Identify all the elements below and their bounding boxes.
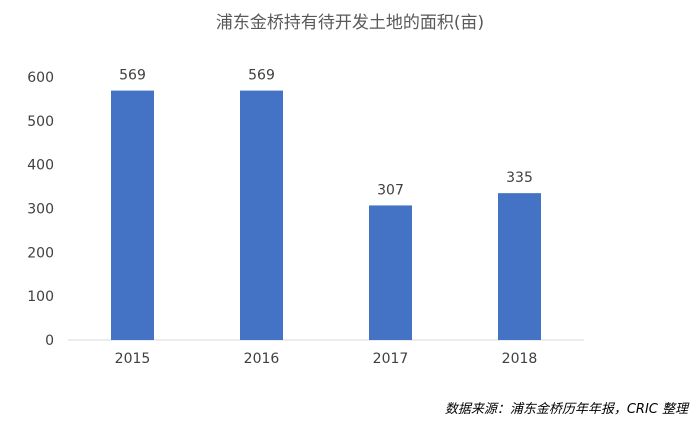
- y-tick-label: 100: [27, 289, 54, 305]
- x-tick-label: 2016: [244, 351, 280, 367]
- y-tick-label: 600: [27, 70, 54, 86]
- x-tick-label: 2017: [373, 351, 409, 367]
- chart-title: 浦东金桥持有待开发土地的面积(亩): [215, 13, 485, 33]
- y-tick-label: 300: [27, 202, 54, 218]
- y-tick-label: 200: [27, 245, 54, 261]
- bar: [498, 193, 541, 340]
- bar: [369, 205, 412, 340]
- y-tick-label: 500: [27, 114, 54, 130]
- data-label: 569: [119, 68, 146, 84]
- data-label: 335: [506, 170, 533, 186]
- data-label: 307: [377, 182, 404, 198]
- y-tick-label: 400: [27, 158, 54, 174]
- bar: [111, 90, 154, 340]
- data-label: 569: [248, 68, 275, 84]
- source-note: 数据来源：浦东金桥历年年报，CRIC 整理: [444, 402, 688, 417]
- x-tick-label: 2018: [502, 351, 538, 367]
- y-tick-label: 0: [45, 333, 54, 349]
- x-tick-label: 2015: [115, 351, 151, 367]
- bar: [240, 90, 283, 340]
